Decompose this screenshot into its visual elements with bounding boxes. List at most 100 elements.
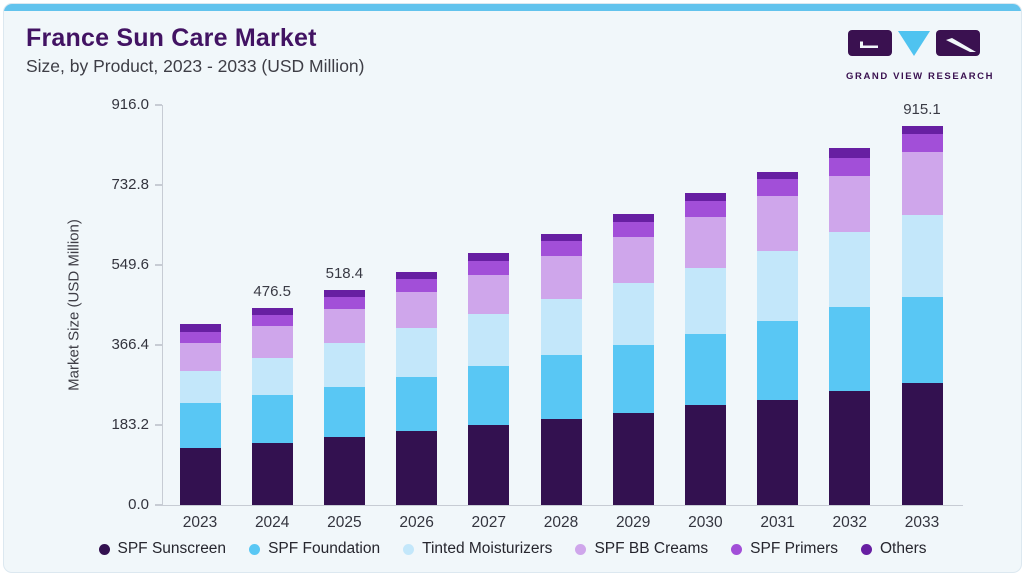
bar-2033[interactable] — [901, 125, 943, 505]
bar-segment-2030-spf-sunscreen[interactable] — [684, 404, 726, 505]
bar-segment-2023-spf-sunscreen[interactable] — [179, 447, 221, 505]
bar-segment-2028-others[interactable] — [540, 233, 582, 242]
bar-segment-2031-others[interactable] — [757, 171, 799, 179]
y-tick-label: 0.0 — [128, 496, 149, 513]
bar-segment-2026-spf-primers[interactable] — [396, 279, 438, 293]
y-tick-mark — [155, 264, 162, 266]
bar-segment-2026-spf-sunscreen[interactable] — [396, 431, 438, 505]
bar-segment-2029-spf-primers[interactable] — [612, 221, 654, 237]
y-tick-mark — [155, 104, 162, 106]
bar-segment-2025-spf-sunscreen[interactable] — [323, 436, 365, 505]
page-subtitle: Size, by Product, 2023 - 2033 (USD Milli… — [26, 56, 365, 76]
bar-segment-2027-spf-bb-creams[interactable] — [468, 274, 510, 314]
bar-segment-2031-tinted-moisturizers[interactable] — [757, 250, 799, 322]
bar-2029[interactable] — [612, 214, 654, 505]
bar-segment-2028-spf-primers[interactable] — [540, 241, 582, 256]
bar-segment-2028-spf-foundation[interactable] — [540, 355, 582, 419]
bar-segment-2031-spf-bb-creams[interactable] — [757, 195, 799, 251]
bar-value-label-2024: 476.5 — [253, 282, 291, 300]
bar-2030[interactable] — [684, 193, 726, 505]
x-tick-label-2033: 2033 — [904, 514, 940, 531]
bar-segment-2024-spf-foundation[interactable] — [251, 395, 293, 443]
bar-segment-2029-spf-bb-creams[interactable] — [612, 236, 654, 284]
bar-segment-2028-spf-sunscreen[interactable] — [540, 418, 582, 505]
x-tick-label-2032: 2032 — [832, 514, 868, 531]
x-tick-label-2023: 2023 — [182, 514, 218, 531]
bar-segment-2024-spf-primers[interactable] — [251, 314, 293, 327]
bar-segment-2032-tinted-moisturizers[interactable] — [829, 232, 871, 308]
bar-segment-2033-spf-primers[interactable] — [901, 134, 943, 153]
bar-segment-2024-others[interactable] — [251, 307, 293, 315]
bar-segment-2029-tinted-moisturizers[interactable] — [612, 283, 654, 345]
legend-item-spf-primers[interactable]: SPF Primers — [731, 540, 838, 558]
bar-segment-2032-spf-bb-creams[interactable] — [829, 175, 871, 233]
bar-segment-2023-tinted-moisturizers[interactable] — [179, 371, 221, 403]
bar-segment-2030-spf-bb-creams[interactable] — [684, 216, 726, 269]
bar-segment-2024-spf-bb-creams[interactable] — [251, 326, 293, 358]
bar-segment-2023-spf-foundation[interactable] — [179, 402, 221, 448]
legend-item-tinted-moisturizers[interactable]: Tinted Moisturizers — [403, 540, 552, 558]
bar-segment-2031-spf-foundation[interactable] — [757, 321, 799, 400]
bar-segment-2025-spf-primers[interactable] — [323, 296, 365, 309]
plot-area: 0.0 183.2 366.4 549.6 732.8 916.0 2023 2024 476.… — [111, 96, 963, 531]
bar-segment-2032-spf-primers[interactable] — [829, 158, 871, 176]
bar-segment-2029-others[interactable] — [612, 214, 654, 222]
bar-segment-2033-spf-sunscreen[interactable] — [901, 383, 943, 505]
bar-segment-2027-spf-primers[interactable] — [468, 261, 510, 275]
bar-segment-2025-spf-foundation[interactable] — [323, 386, 365, 437]
bar-2031[interactable] — [757, 171, 799, 505]
legend-item-spf-sunscreen[interactable]: SPF Sunscreen — [98, 540, 226, 558]
bar-segment-2027-spf-foundation[interactable] — [468, 366, 510, 426]
bar-segment-2026-tinted-moisturizers[interactable] — [396, 328, 438, 377]
legend-dot-icon — [403, 543, 415, 555]
bar-2023[interactable] — [179, 323, 221, 505]
bar-segment-2028-tinted-moisturizers[interactable] — [540, 298, 582, 356]
bar-2027[interactable] — [468, 253, 510, 505]
bar-segment-2032-others[interactable] — [829, 148, 871, 159]
bar-segment-2026-others[interactable] — [396, 272, 438, 280]
bar-segment-2029-spf-foundation[interactable] — [612, 344, 654, 413]
y-tick-label: 732.8 — [111, 176, 149, 193]
bar-2026[interactable] — [396, 272, 438, 505]
bar-segment-2029-spf-sunscreen[interactable] — [612, 412, 654, 505]
bar-segment-2033-tinted-moisturizers[interactable] — [901, 214, 943, 297]
bar-segment-2032-spf-sunscreen[interactable] — [829, 391, 871, 505]
bar-2025[interactable] — [323, 290, 365, 505]
bar-segment-2027-tinted-moisturizers[interactable] — [468, 313, 510, 367]
bar-segment-2026-spf-bb-creams[interactable] — [396, 292, 438, 329]
bar-segment-2033-spf-foundation[interactable] — [901, 296, 943, 383]
bar-segment-2028-spf-bb-creams[interactable] — [540, 255, 582, 299]
bar-segment-2031-spf-primers[interactable] — [757, 179, 799, 196]
y-axis-title: Market Size (USD Million) — [65, 219, 83, 391]
bar-2032[interactable] — [829, 148, 871, 505]
bar-segment-2033-spf-bb-creams[interactable] — [901, 152, 943, 215]
bar-segment-2030-spf-foundation[interactable] — [684, 333, 726, 405]
bar-segment-2027-spf-sunscreen[interactable] — [468, 425, 510, 505]
bar-2024[interactable] — [251, 307, 293, 505]
legend-item-others[interactable]: Others — [860, 540, 927, 558]
bar-segment-2023-spf-primers[interactable] — [179, 332, 221, 344]
bar-segment-2025-spf-bb-creams[interactable] — [323, 308, 365, 344]
bar-segment-2026-spf-foundation[interactable] — [396, 376, 438, 432]
bar-segment-2024-spf-sunscreen[interactable] — [251, 442, 293, 505]
bar-segment-2033-others[interactable] — [901, 125, 943, 135]
bar-2028[interactable] — [540, 233, 582, 505]
bar-segment-2031-spf-sunscreen[interactable] — [757, 399, 799, 505]
bar-value-label-2025: 518.4 — [325, 265, 364, 283]
bar-segment-2023-spf-bb-creams[interactable] — [179, 343, 221, 372]
bar-segment-2023-others[interactable] — [179, 323, 221, 333]
bar-segment-2030-spf-primers[interactable] — [684, 201, 726, 217]
bar-segment-2027-others[interactable] — [468, 253, 510, 262]
grand-view-research-logo: GRAND VIEW RESEARCH — [846, 28, 994, 82]
legend-item-spf-foundation[interactable]: SPF Foundation — [249, 540, 380, 558]
bar-segment-2025-tinted-moisturizers[interactable] — [323, 343, 365, 387]
bar-segment-2024-tinted-moisturizers[interactable] — [251, 357, 293, 396]
legend-label: Others — [879, 540, 927, 557]
bar-segment-2030-tinted-moisturizers[interactable] — [684, 268, 726, 334]
bar-segment-2025-others[interactable] — [323, 290, 365, 297]
bar-segment-2032-spf-foundation[interactable] — [829, 307, 871, 392]
bar-segment-2030-others[interactable] — [684, 193, 726, 202]
chart-card: France Sun Care Market Size, by Product,… — [3, 3, 1022, 573]
legend-item-spf-bb-creams[interactable]: SPF BB Creams — [575, 540, 708, 558]
